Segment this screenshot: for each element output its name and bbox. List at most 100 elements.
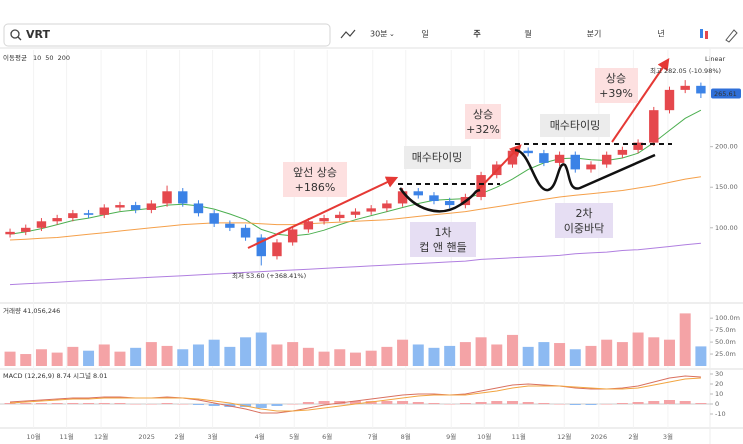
macd-histogram-bar [177, 404, 189, 405]
macd-histogram-bar [255, 404, 267, 408]
annotation-text: 매수타이밍 [550, 119, 601, 132]
chart-type-icon[interactable] [705, 31, 708, 39]
high-label: 최고 282.05 (-10.98%) [650, 66, 721, 75]
volume-bar [51, 352, 63, 366]
annotation-text: 앞선 상승 [293, 166, 337, 179]
period-tab[interactable]: 년 [657, 29, 664, 39]
macd-histogram-bar [349, 401, 361, 404]
annotation-box [283, 162, 347, 197]
symbol: VRT [26, 28, 50, 41]
macd-histogram-bar [648, 401, 660, 404]
candle-body [507, 150, 518, 165]
volume-bar [663, 339, 675, 366]
candle-body [303, 221, 314, 230]
period-tab[interactable]: 주 [473, 30, 481, 39]
candle-body [83, 213, 94, 215]
macd-histogram-bar [444, 404, 456, 405]
x-tick-label: 11월 [59, 432, 73, 441]
macd-histogram-bar [192, 404, 204, 405]
macd-histogram-bar [51, 403, 63, 404]
annotation-text: +39% [599, 87, 633, 100]
volume-bar [695, 346, 707, 366]
macd-histogram-bar [381, 401, 393, 404]
interval[interactable]: 30분 [370, 30, 388, 39]
volume-bar [412, 344, 424, 366]
volume-bar [318, 351, 330, 366]
volume-bar [506, 334, 518, 366]
scale-mode[interactable]: Linear [705, 55, 726, 63]
volume-bar [554, 343, 566, 366]
candle-body [21, 227, 31, 232]
volume-bar [224, 346, 236, 366]
x-tick-label: 9월 [446, 432, 456, 441]
volume-bar [130, 347, 142, 366]
candle-body [664, 89, 675, 111]
volume-bar [334, 349, 346, 366]
candle-body [539, 153, 549, 163]
x-tick-label: 2월 [175, 432, 185, 441]
legend-entry: 50 [45, 54, 53, 62]
legend: 이동평균 10 50 200 [3, 53, 70, 62]
x-tick-label: 7월 [368, 432, 378, 441]
candle-body [130, 205, 141, 210]
macd-title: MACD (12,26,9) 8.74 시그널 8.01 [3, 371, 108, 380]
macd-histogram-bar [412, 402, 424, 404]
x-tick-label: 3월 [663, 432, 673, 441]
macd-histogram-bar [98, 403, 110, 404]
candle-body [617, 149, 628, 155]
x-tick-label: 6월 [322, 432, 332, 441]
candle-body [444, 201, 455, 206]
volume-bar [444, 345, 456, 366]
candle-body [209, 213, 219, 224]
toolbar: VRT 30분 ⌄ 일 주 월 분기 년 [0, 23, 743, 49]
macd-histogram-bar [67, 403, 79, 404]
candle-body [115, 205, 125, 208]
candle-body [5, 231, 15, 235]
annotation-box [465, 104, 501, 139]
double-bottom-curve [514, 148, 656, 192]
period-tab[interactable]: 분기 [587, 30, 602, 39]
candle-body [272, 242, 282, 257]
macd-histogram-bar [428, 403, 440, 404]
plot: 265.61 [4, 80, 741, 414]
legend-title: 이동평균 [3, 53, 27, 62]
candle-body [240, 227, 251, 238]
macd-histogram-bar [20, 403, 32, 404]
candle-body [68, 213, 78, 219]
y-tick-label: 25.0m [715, 350, 736, 358]
candle-body [649, 110, 659, 143]
period-tab[interactable]: 월 [524, 29, 531, 39]
candle-body [287, 229, 298, 243]
candle-body [382, 203, 392, 209]
x-tick-label: 3월 [208, 432, 218, 441]
indicator-icon[interactable] [340, 29, 356, 39]
candle-body [319, 218, 329, 222]
volume-bar [679, 313, 691, 366]
volume-bar [491, 344, 503, 366]
y-tick-label: 100.00 [715, 224, 738, 232]
period-tabs: 일 주 월 분기 년 [421, 29, 664, 39]
candle-body [554, 154, 565, 163]
moving-average [9, 242, 701, 286]
macd-histogram-bar [302, 402, 314, 404]
macd-histogram-bar [632, 402, 644, 404]
last-price-tag [711, 88, 741, 99]
macd-histogram-bar [522, 402, 534, 404]
macd-histogram-bar [397, 401, 409, 404]
volume-bar [632, 332, 644, 366]
period-tab[interactable]: 일 [421, 30, 428, 39]
search-box[interactable] [3, 23, 331, 47]
candle-body [99, 207, 109, 215]
y-tick-label: 150.00 [715, 183, 738, 191]
volume-bar [271, 344, 283, 366]
macd-histogram-bar [695, 403, 707, 404]
volume-bar [208, 339, 220, 366]
volume-bar [114, 351, 126, 366]
volume-bar [145, 342, 157, 366]
draw-icon[interactable] [725, 29, 738, 43]
macd-histogram-bar [491, 401, 503, 404]
chart-type-icon[interactable] [700, 29, 703, 38]
candle-body [633, 142, 643, 150]
macd-histogram-bar [130, 404, 142, 405]
macd-histogram-bar [145, 404, 157, 405]
